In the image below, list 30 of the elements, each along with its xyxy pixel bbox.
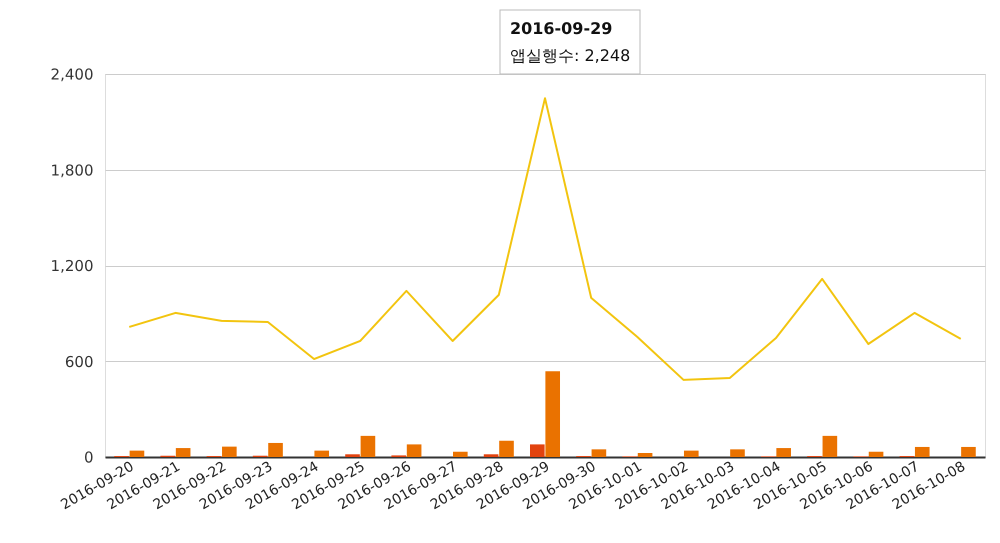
y-tick-label: 600 — [64, 352, 94, 371]
bar — [130, 450, 144, 457]
bar — [868, 452, 884, 457]
bar — [499, 440, 514, 457]
bar — [822, 436, 838, 457]
bar — [776, 448, 791, 457]
y-tick-label: 2,400 — [50, 66, 94, 84]
y-tick-label: 0 — [84, 448, 94, 466]
bar — [545, 371, 560, 457]
bar — [222, 446, 237, 457]
bar — [530, 444, 545, 457]
bar — [914, 446, 930, 457]
y-tick-label: 1,800 — [50, 161, 94, 180]
y-tick-label: 1,200 — [50, 257, 94, 275]
bar — [314, 450, 330, 457]
bar — [961, 446, 976, 457]
bar — [176, 448, 190, 457]
bar — [592, 449, 606, 457]
text: 앱실행수: 2,248 — [510, 46, 630, 65]
bar — [452, 452, 468, 457]
bar — [638, 453, 652, 457]
bar — [345, 454, 360, 457]
bar — [730, 449, 745, 457]
bar — [268, 442, 283, 457]
bar — [406, 444, 422, 457]
bar — [684, 450, 699, 457]
text: 2016-09-29 — [510, 19, 612, 38]
bar — [360, 436, 376, 457]
line-series — [128, 97, 962, 381]
bar — [484, 454, 498, 457]
